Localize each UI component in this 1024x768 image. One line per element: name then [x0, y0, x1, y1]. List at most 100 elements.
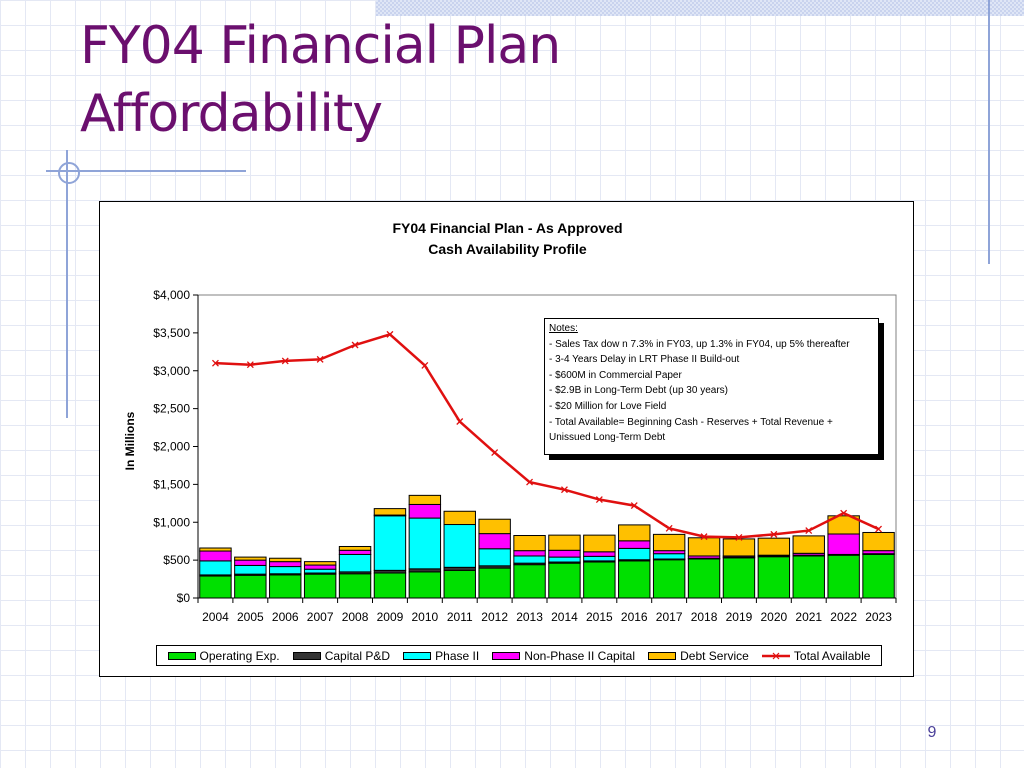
- bar-segment: [722, 557, 756, 599]
- total-available-marker: [526, 478, 534, 486]
- bar-segment: [583, 555, 616, 562]
- bar-segment: [478, 533, 511, 550]
- total-available-marker: [351, 341, 359, 349]
- total-available-marker: [386, 330, 394, 338]
- y-tick-label: $500: [163, 553, 190, 567]
- legend-label-capital: Capital P&D: [324, 648, 391, 663]
- header-decoration-band: [376, 0, 1024, 16]
- bar-segment: [548, 534, 581, 551]
- bar-segment: [618, 547, 651, 561]
- x-tick-label: 2004: [202, 610, 229, 624]
- total-available-marker: [665, 524, 673, 532]
- x-tick-label: 2010: [411, 610, 438, 624]
- bar-segment: [199, 560, 232, 576]
- legend-item-total: Total Available: [761, 648, 871, 663]
- bar-segment: [827, 554, 860, 599]
- x-tick-label: 2012: [481, 610, 508, 624]
- notes-item: - Total Available= Beginning Cash - Rese…: [549, 416, 833, 444]
- x-tick-label: 2008: [342, 610, 369, 624]
- legend-label-operating: Operating Exp.: [199, 648, 280, 663]
- x-tick-label: 2006: [272, 610, 299, 624]
- bar-segment: [827, 515, 860, 535]
- x-tick-label: 2013: [516, 610, 543, 624]
- decoration-vertical-line-right: [988, 0, 990, 264]
- bar-segment: [513, 550, 546, 557]
- y-tick-label: $0: [177, 591, 191, 605]
- y-tick-label: $3,000: [153, 364, 190, 378]
- bar-segment: [303, 568, 337, 574]
- bar-segment: [862, 553, 895, 599]
- bar-segment: [548, 562, 581, 599]
- total-available-marker: [595, 496, 603, 503]
- bar-segment: [373, 515, 407, 571]
- total-available-marker: [840, 509, 848, 517]
- notes-item: - $600M in Commercial Paper: [549, 369, 682, 381]
- y-tick-label: $1,000: [153, 515, 190, 529]
- bar-segment: [548, 556, 581, 563]
- total-available-marker: [560, 486, 568, 494]
- bar-segment: [234, 559, 267, 566]
- x-tick-label: 2018: [691, 610, 718, 624]
- total-available-marker: [630, 502, 638, 510]
- slide-title-line-2: Affordability: [80, 84, 383, 144]
- total-available-marker: [211, 359, 219, 367]
- legend-swatch-total: [761, 652, 790, 659]
- bar-segment: [234, 556, 267, 561]
- x-tick-label: 2023: [865, 610, 892, 624]
- bar-segment: [862, 531, 895, 552]
- chart-subtitle: Cash Availability Profile: [428, 241, 587, 257]
- bar-segment: [408, 494, 442, 505]
- plot-area: $0 $500 $1,000 $1,500 $2,000 $2,500 $3,000 $3,5…: [153, 288, 897, 624]
- notes-item: - $2.9B in Long-Term Debt (up 30 years): [549, 385, 728, 397]
- legend-label-nonphase2: Non-Phase II Capital: [524, 648, 636, 663]
- bar-segment: [199, 550, 232, 562]
- bar-segment: [303, 573, 337, 599]
- x-tick-label: 2011: [447, 610, 473, 624]
- bar-segment: [269, 561, 302, 568]
- legend-label-phase2: Phase II: [435, 648, 480, 663]
- bar-segment: [687, 558, 721, 599]
- bar-segment: [513, 535, 546, 552]
- total-available-marker: [770, 530, 778, 538]
- legend-swatch-operating: [167, 651, 196, 660]
- bar-segment: [199, 575, 232, 599]
- bar-segment: [408, 571, 442, 599]
- x-tick-label: 2016: [621, 610, 648, 624]
- notes-item: - 3-4 Years Delay in LRT Phase II Build-…: [549, 354, 740, 366]
- bar-segment: [338, 553, 372, 573]
- total-available-marker: [246, 361, 254, 369]
- legend-swatch-capital: [292, 651, 321, 660]
- x-tick-label: 2005: [237, 610, 264, 624]
- chart-container: FY04 Financial Plan - As Approved Cash A…: [99, 201, 914, 677]
- x-tick-label: 2020: [760, 610, 787, 624]
- chart-title: FY04 Financial Plan - As Approved Cash A…: [100, 218, 915, 260]
- y-tick-label: $3,500: [153, 326, 190, 340]
- total-available-marker: [805, 527, 813, 535]
- bar-segment: [408, 503, 442, 519]
- total-available-marker: [491, 449, 499, 457]
- bar-segment: [757, 537, 791, 556]
- slide-title-line-1: FY04 Financial Plan: [80, 16, 561, 76]
- y-tick-label: $1,500: [153, 477, 190, 491]
- bar-segment: [548, 549, 581, 558]
- notes-box: Notes: - Sales Tax dow n 7.3% in FY03, u…: [544, 318, 879, 455]
- bar-segment: [199, 547, 232, 552]
- bar-segment: [757, 556, 791, 599]
- bar-segment: [338, 573, 372, 599]
- legend-label-total: Total Available: [793, 648, 871, 663]
- bar-segment: [408, 517, 442, 570]
- bar-segment: [827, 533, 860, 555]
- bar-segment: [269, 574, 302, 599]
- bar-segment: [303, 564, 337, 570]
- bar-segment: [513, 564, 546, 599]
- bar-segment: [443, 524, 476, 568]
- legend-item-debt: Debt Service: [648, 649, 749, 663]
- total-available-marker: [421, 361, 429, 369]
- chart-legend: Operating Exp. Capital P&D Phase II Non-…: [156, 645, 882, 666]
- bar-segment: [687, 537, 721, 557]
- legend-swatch-nonphase2: [492, 651, 521, 660]
- page-number: 9: [927, 724, 937, 741]
- bar-segment: [618, 540, 651, 549]
- x-tick-label: 2015: [586, 610, 613, 624]
- bar-segment: [478, 518, 511, 535]
